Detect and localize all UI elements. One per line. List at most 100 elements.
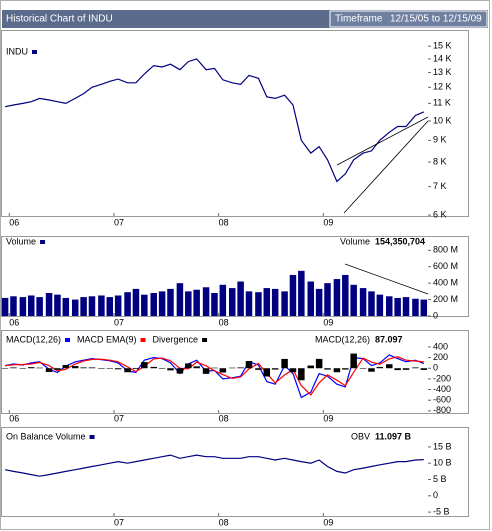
bar (289, 274, 297, 316)
bar (19, 368, 27, 369)
bar (167, 368, 174, 371)
bar (307, 365, 315, 369)
bar (45, 293, 53, 316)
y-tick-label: 7 K (433, 181, 447, 191)
bar (141, 294, 148, 316)
bar (106, 368, 114, 369)
bar (71, 299, 79, 316)
bar (281, 291, 288, 316)
x-tick-label: 06 (9, 317, 19, 327)
panel-frame (1, 427, 469, 517)
bar (202, 368, 210, 374)
y-tick-label: 12 K (433, 82, 452, 92)
x-tick-label: 08 (219, 517, 229, 527)
y-tick-label: 15 K (433, 41, 452, 51)
y-tick-label: -600 (433, 395, 451, 405)
bar (211, 293, 218, 316)
legend-swatch (65, 338, 71, 342)
y-tick-label: -800 (433, 405, 451, 415)
readout-value: 87.097 (375, 334, 403, 344)
bar (359, 288, 367, 316)
bar (114, 295, 122, 316)
trend-line (336, 116, 429, 166)
bar (193, 366, 200, 369)
bar (132, 288, 140, 316)
y-tick-label: 14 K (433, 53, 452, 63)
series-line (5, 356, 424, 396)
bar (98, 295, 105, 316)
bar (263, 368, 271, 377)
bar (114, 368, 122, 370)
legend-label: On Balance Volume (6, 431, 86, 441)
x-tick-label: 08 (219, 413, 229, 423)
bar (132, 368, 140, 370)
bar (10, 367, 17, 369)
bar (255, 368, 262, 370)
y-tick-label: 15 B (433, 441, 452, 451)
y-tick-label: 400 M (433, 278, 458, 288)
y-tick-label: 6 K (433, 209, 447, 219)
bar (62, 297, 70, 316)
bar (271, 288, 279, 316)
bar (315, 288, 323, 316)
bar (80, 367, 87, 369)
y-tick-label: 9 K (433, 135, 447, 145)
y-tick-label: 600 M (433, 261, 458, 271)
bar (394, 297, 401, 316)
legend-swatch (202, 338, 208, 342)
bar (124, 368, 131, 373)
bar (255, 292, 262, 316)
bar (193, 289, 200, 316)
bar (324, 368, 331, 370)
y-tick-label: 11 K (433, 98, 451, 108)
bar (80, 297, 87, 316)
bar (124, 292, 131, 316)
bar (228, 367, 236, 369)
x-tick-label: 08 (219, 217, 229, 227)
bar (176, 283, 184, 316)
bar (10, 296, 17, 316)
y-tick-label: 200 (433, 352, 448, 362)
legend-label: Divergence (153, 334, 199, 344)
bar (150, 366, 157, 369)
y-tick-label: 13 K (433, 67, 452, 77)
bar (141, 362, 148, 369)
x-tick-label: 09 (323, 413, 333, 423)
bar (167, 288, 174, 316)
timeframe-box (329, 10, 488, 28)
bar (402, 297, 410, 316)
legend-label: Volume (6, 236, 36, 246)
x-tick-label: 06 (9, 413, 19, 423)
readout-label: MACD(12,26) (315, 334, 370, 344)
y-tick-label: 0 (433, 310, 438, 320)
x-tick-label: 07 (114, 413, 124, 423)
bar (412, 298, 419, 316)
timeframe-value: 12/15/05 to 12/15/09 (390, 14, 482, 25)
bar (324, 283, 331, 316)
bar (88, 367, 96, 369)
y-tick-label: 0 (433, 363, 438, 373)
bar (36, 297, 43, 316)
bar (237, 367, 244, 369)
bar (298, 270, 305, 316)
bar (71, 366, 79, 369)
bar (402, 368, 410, 370)
bar (245, 361, 253, 369)
y-tick-label: 0 (433, 490, 438, 500)
panels: Date12/14/09Open10,512.31High10,566.88Lo… (1, 30, 469, 527)
legend-label: MACD(12,26) (6, 334, 61, 344)
bar (185, 291, 192, 316)
x-tick-label: 06 (9, 217, 19, 227)
bar (281, 358, 288, 369)
bar (150, 293, 157, 316)
readout-value: 11.097 B (375, 431, 412, 441)
legend-swatch (89, 435, 95, 439)
readout-label: OBV (351, 431, 370, 441)
series-line (4, 454, 424, 477)
series-line (4, 58, 425, 183)
y-tick-label: 8 K (433, 156, 447, 166)
bar (158, 291, 166, 316)
legend-swatch (140, 338, 146, 342)
y-tick-label: -400 (433, 384, 451, 394)
x-tick-label: 07 (114, 217, 124, 227)
